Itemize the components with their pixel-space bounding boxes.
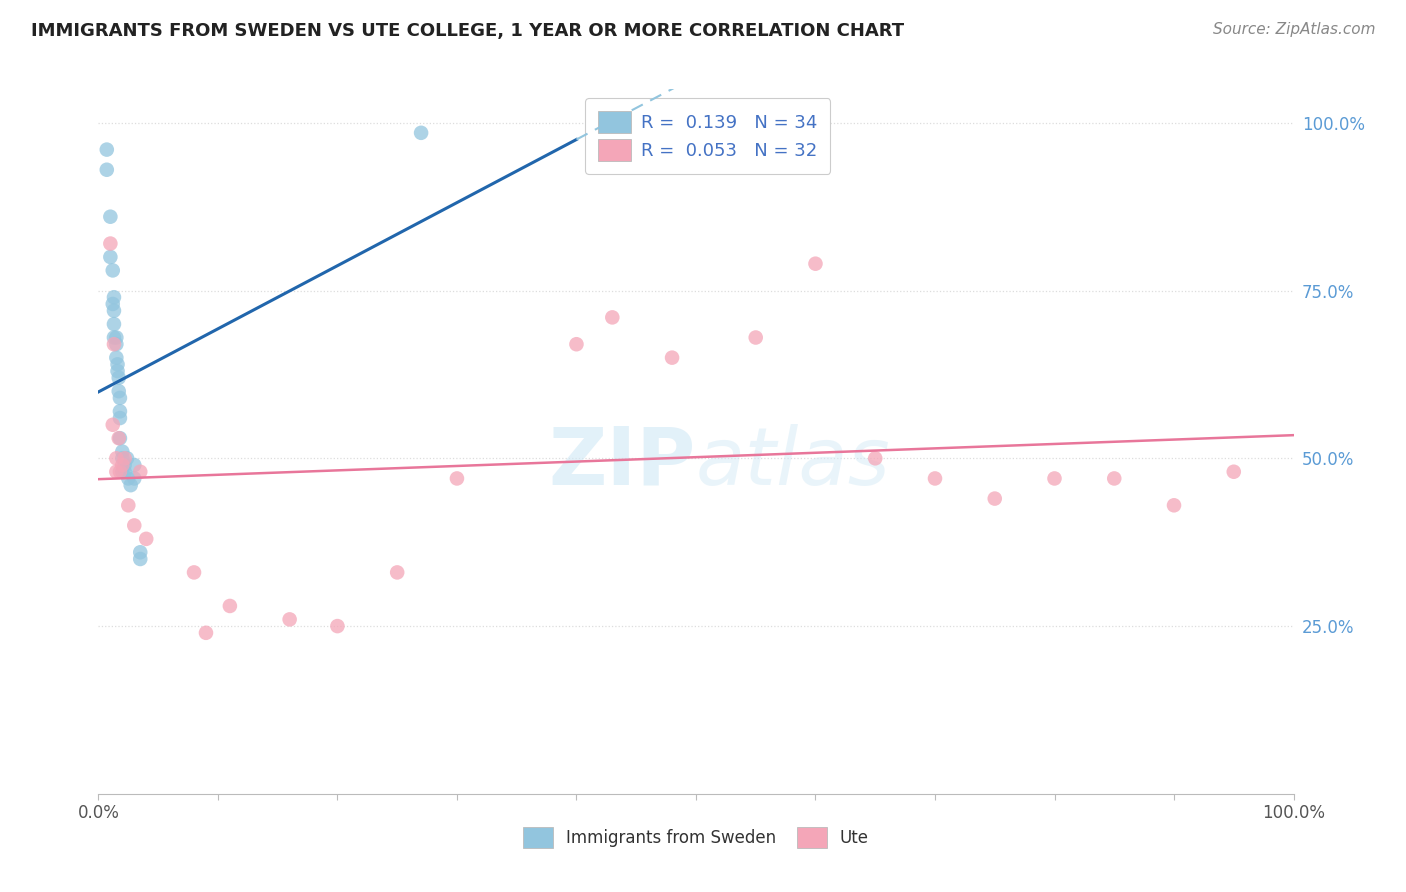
Point [745,330,768,344]
Point [446,471,468,485]
Point [108,411,131,425]
Point [101,297,124,311]
Point [124,458,146,472]
Point [114,465,136,479]
Point [115,451,138,466]
Point [103,290,125,304]
Point [124,518,146,533]
Point [984,491,1007,506]
Point [1223,465,1246,479]
Point [103,330,125,344]
Point [108,431,131,445]
Point [101,263,124,277]
Point [1163,498,1185,512]
Point [602,310,624,325]
Point [107,371,129,385]
Point [98,250,122,264]
Point [135,532,157,546]
Point [96,162,118,177]
Point [804,257,827,271]
Point [111,451,134,466]
Point [219,599,242,613]
Point [96,143,118,157]
Text: Source: ZipAtlas.com: Source: ZipAtlas.com [1212,22,1375,37]
Point [107,357,129,371]
Point [98,236,122,251]
Point [108,465,131,479]
Point [114,458,136,472]
Point [105,451,128,466]
Point [105,330,128,344]
Text: ZIP: ZIP [548,424,696,501]
Point [183,566,205,580]
Point [195,625,218,640]
Point [1043,471,1066,485]
Point [924,471,946,485]
Point [101,417,124,432]
Point [117,498,139,512]
Point [103,317,125,331]
Point [105,351,128,365]
Point [105,337,128,351]
Point [98,210,122,224]
Point [1104,471,1126,485]
Legend: Immigrants from Sweden, Ute: Immigrants from Sweden, Ute [515,819,877,856]
Point [111,465,134,479]
Point [120,478,142,492]
Point [111,458,134,472]
Point [108,391,131,405]
Point [129,465,152,479]
Point [107,384,129,399]
Point [111,444,134,458]
Point [411,126,433,140]
Point [114,451,136,466]
Point [107,431,129,445]
Point [385,566,409,580]
Point [278,612,301,626]
Point [103,303,125,318]
Point [124,471,146,485]
Point [865,451,887,466]
Text: IMMIGRANTS FROM SWEDEN VS UTE COLLEGE, 1 YEAR OR MORE CORRELATION CHART: IMMIGRANTS FROM SWEDEN VS UTE COLLEGE, 1… [31,22,904,40]
Point [105,465,128,479]
Point [129,545,152,559]
Point [117,471,139,485]
Point [326,619,349,633]
Text: atlas: atlas [696,424,891,501]
Point [108,404,131,418]
Point [107,364,129,378]
Point [565,337,588,351]
Point [103,337,125,351]
Point [661,351,683,365]
Point [129,552,152,566]
